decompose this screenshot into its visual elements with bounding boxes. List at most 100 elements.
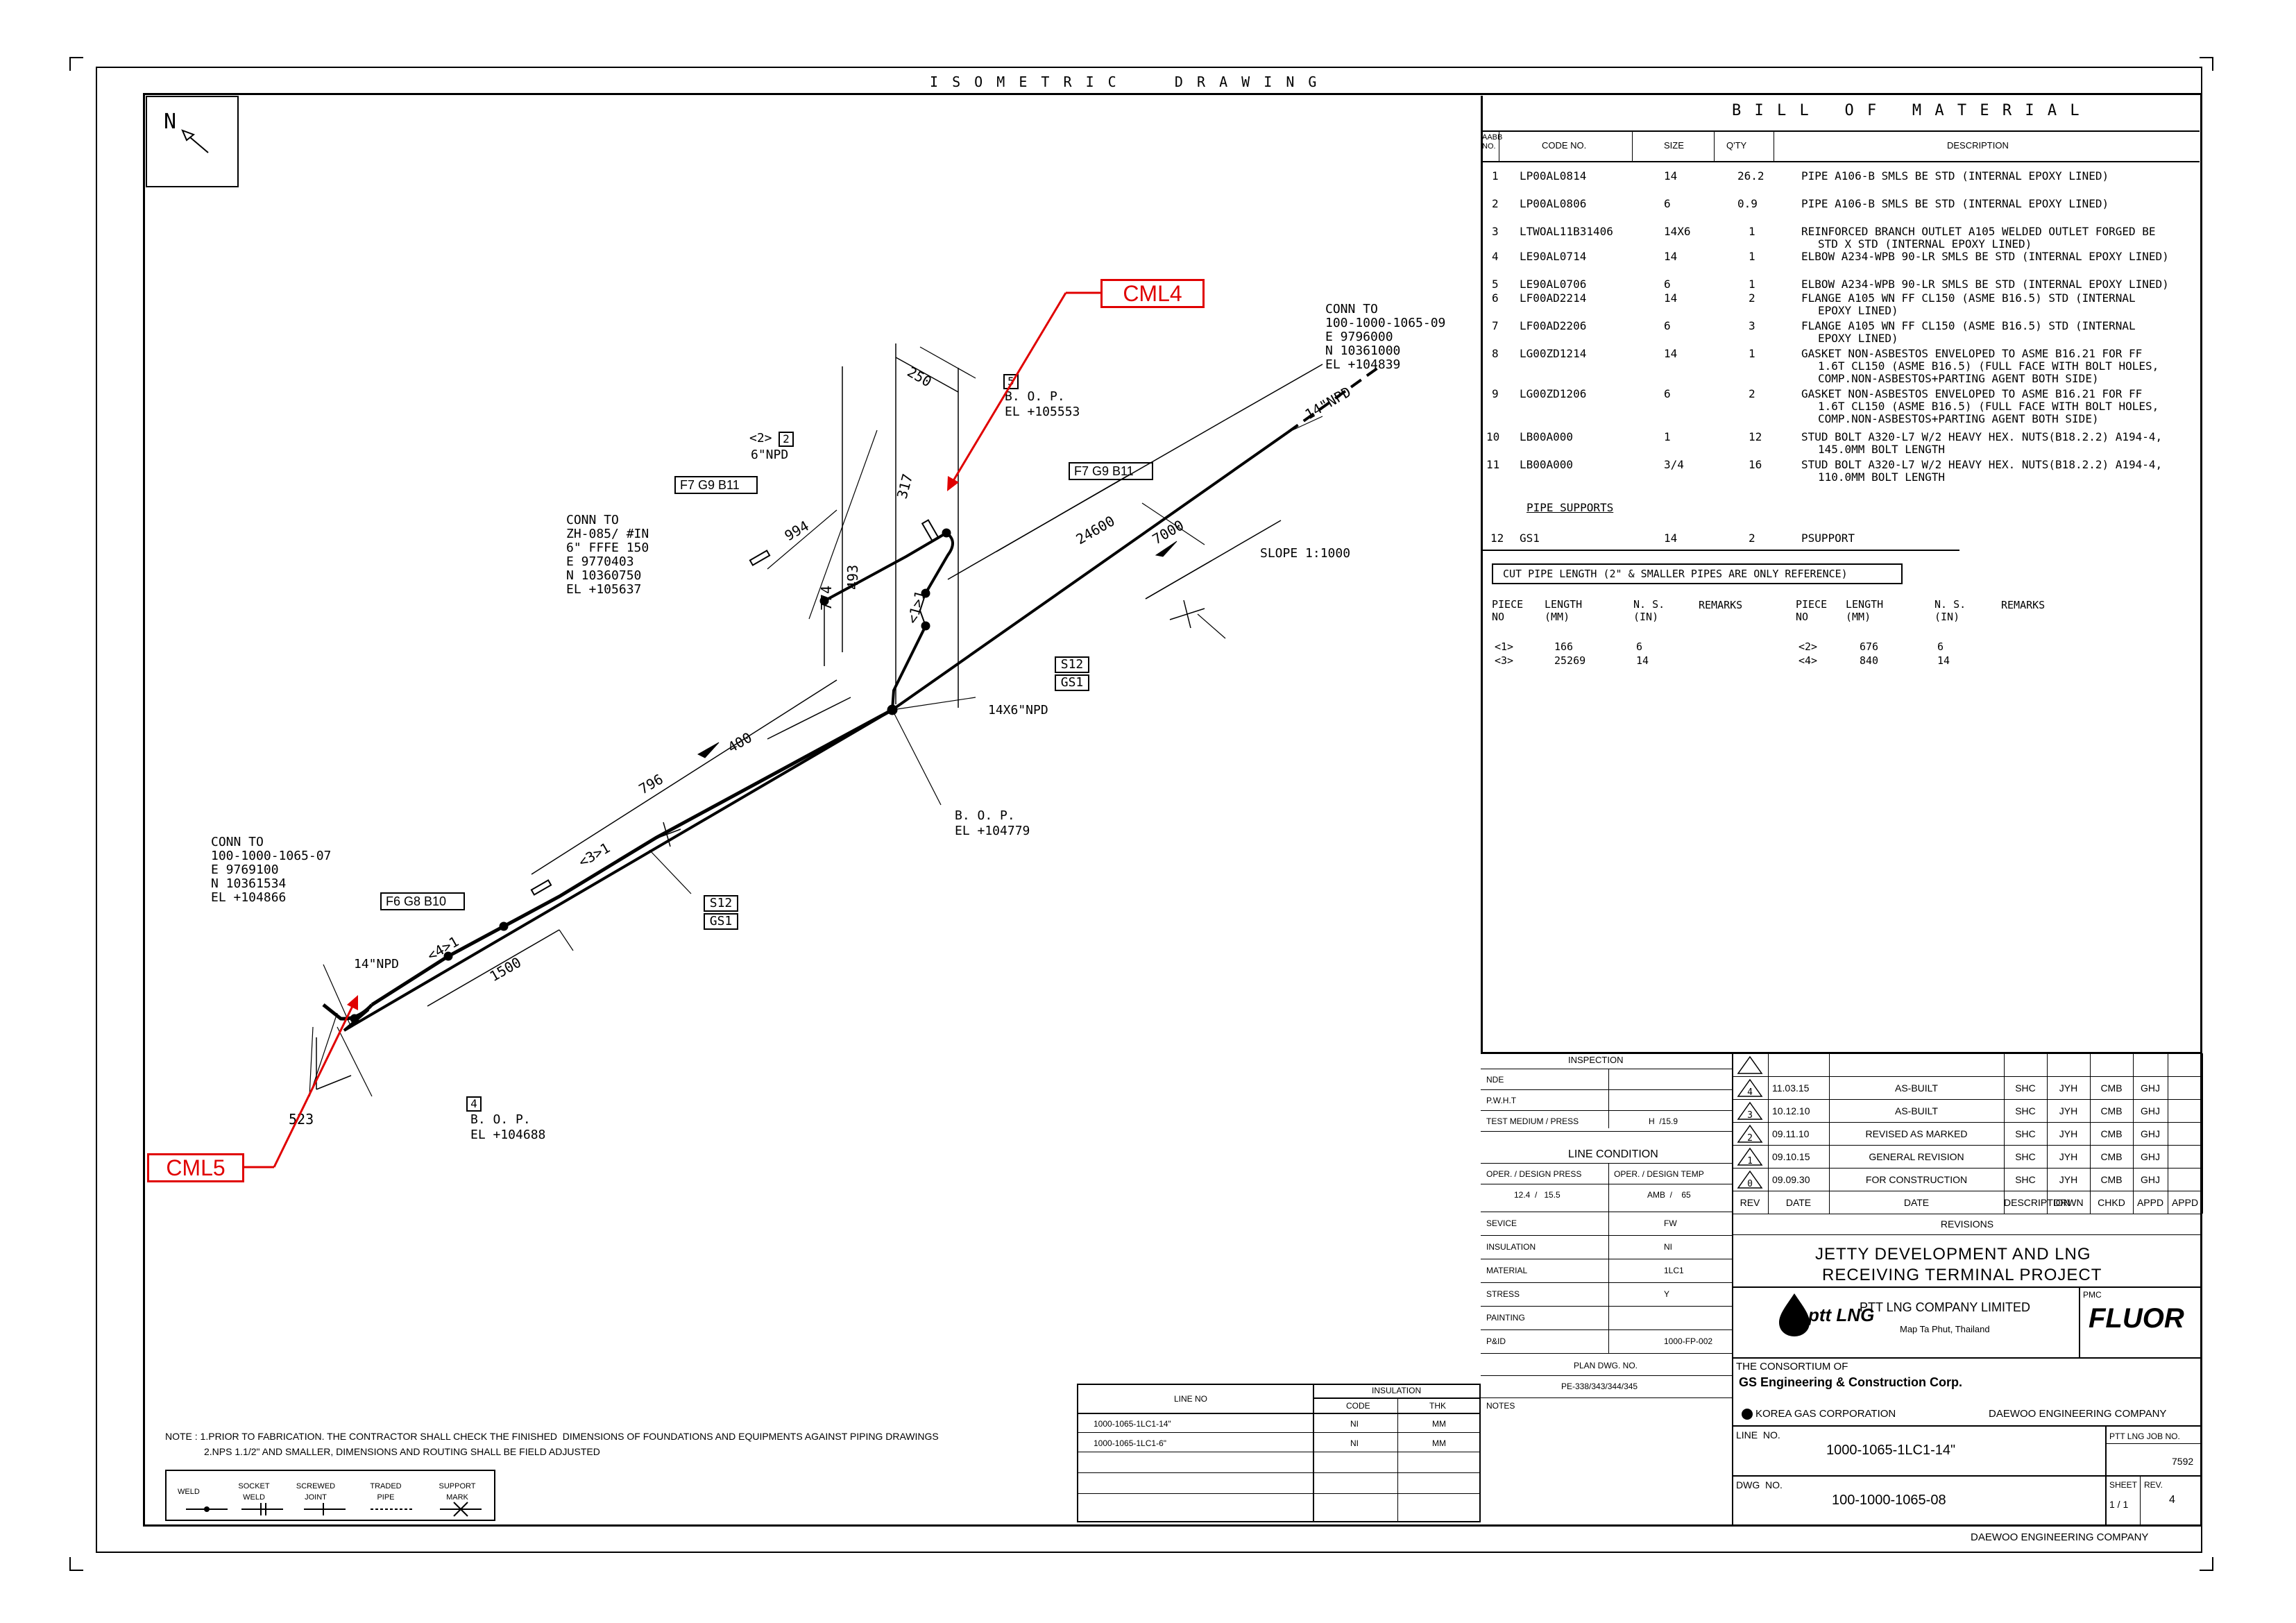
cut-hdr-rem-l: REMARKS [1699, 599, 1743, 611]
npd-6: 6"NPD [751, 448, 789, 462]
sheet-value: 1 / 1 [2109, 1499, 2129, 1510]
grid-line [1481, 1282, 1732, 1283]
bom-row-qty: 16 [1749, 458, 1762, 471]
inspection-value: H /15.9 [1649, 1116, 1678, 1126]
prop-label: MATERIAL [1486, 1266, 1528, 1275]
support-gs1-b: GS1 [704, 913, 738, 930]
gs-logo: GS Engineering & Construction Corp. [1739, 1375, 1963, 1389]
insulation-row-1-code: NI [1350, 1419, 1359, 1429]
cut-hdr-piece-r: PIECE NO [1796, 598, 1828, 623]
grid-line [2004, 1053, 2005, 1214]
insulation-thk-header: THK [1429, 1401, 1446, 1411]
revision-desc: GENERAL REVISION [1869, 1151, 1964, 1162]
bom-row-desc: 145.0MM BOLT LENGTH [1818, 443, 1946, 456]
dwg-no-value: 100-1000-1065-08 [1832, 1493, 1946, 1508]
cut-ns: 6 [1636, 640, 1643, 653]
revision-date: 09.10.15 [1772, 1151, 1810, 1162]
revision-desc: FOR CONSTRUCTION [1865, 1174, 1968, 1185]
ptt-logo-icon [1779, 1293, 1810, 1336]
grid-line [1732, 1234, 2202, 1235]
revision-appd: CMB [2100, 1151, 2123, 1162]
symbol-legend [165, 1470, 495, 1521]
cut-ns: 14 [1636, 654, 1649, 667]
support-row-desc: PSUPPORT [1801, 532, 1855, 545]
line-no-label: LINE NO. [1736, 1429, 1780, 1441]
company-location: Map Ta Phut, Thailand [1900, 1324, 1990, 1334]
revision-number: 0 [1747, 1179, 1753, 1189]
bom-row-qty: 3 [1749, 319, 1755, 332]
bom-row-no: 3 [1492, 225, 1499, 238]
north-arrow-icon [181, 129, 209, 153]
revision-number: 4 [1747, 1087, 1753, 1098]
insulation-header: INSULATION [1372, 1386, 1422, 1395]
project-line-1: JETTY DEVELOPMENT AND LNG [1815, 1245, 2091, 1264]
slope-label: SLOPE 1:1000 [1260, 546, 1351, 561]
bom-row-size: 14X6 [1664, 225, 1691, 238]
grid-line [1481, 1306, 1732, 1307]
corner-mark [2200, 57, 2213, 71]
kogas-label: KOREA GAS CORPORATION [1755, 1408, 1896, 1420]
consortium-label: THE CONSORTIUM OF [1736, 1361, 1848, 1373]
grid-line [1481, 1353, 1732, 1354]
bom-row-code: LG00ZD1206 [1520, 387, 1587, 400]
bom-row-no: 4 [1492, 250, 1499, 263]
bom-row-qty: 12 [1749, 430, 1762, 443]
prop-value: Y [1664, 1289, 1670, 1299]
press-header: OPER. / DESIGN PRESS [1486, 1169, 1582, 1179]
plan-dwg-value: PE-338/343/344/345 [1561, 1382, 1638, 1391]
support-row-code: GS1 [1520, 532, 1540, 545]
pmc-label: PMC [2083, 1290, 2102, 1300]
revision-date: 10.12.10 [1772, 1105, 1810, 1116]
insulation-table: LINE NO INSULATION CODE THK 1000-1065-1L… [1077, 1384, 1481, 1522]
dim-493: 493 [844, 565, 861, 590]
bom-row-desc: STUD BOLT A320-L7 W/2 HEAVY HEX. NUTS(B1… [1801, 430, 2163, 443]
corner-mark [69, 57, 83, 71]
bom-row-size: 6 [1664, 387, 1671, 400]
grid-line [1829, 1053, 1830, 1214]
bom-row-desc: REINFORCED BRANCH OUTLET A105 WELDED OUT… [1801, 225, 2156, 238]
daewoo-label: DAEWOO ENGINEERING COMPANY [1989, 1408, 2167, 1420]
legend-socket-weld: SOCKET WELD [238, 1482, 270, 1502]
fluor-logo: FLUOR [2089, 1303, 2184, 1334]
bom-row-desc: PIPE A106-B SMLS BE STD (INTERNAL EPOXY … [1801, 169, 2109, 182]
grid-line [1481, 1163, 1732, 1164]
bom-panel [1481, 96, 2202, 1053]
cut-hdr-ns-l: N. S. (IN) [1633, 598, 1665, 623]
revision-date: 09.11.10 [1772, 1128, 1810, 1139]
cut-hdr-piece-l: PIECE NO [1492, 598, 1524, 623]
grid-line [1481, 1089, 1732, 1090]
insulation-row-1-line: 1000-1065-1LC1-14" [1094, 1419, 1171, 1429]
grid-line [1608, 1163, 1609, 1353]
rev-value: 4 [2169, 1494, 2175, 1506]
inspection-label: TEST MEDIUM / PRESS [1486, 1116, 1579, 1126]
bom-hdr-qty: Q'TY [1726, 140, 1747, 151]
bom-row-code: LE90AL0714 [1520, 250, 1587, 263]
grid-line [1768, 1053, 1769, 1214]
bom-hdr-size: SIZE [1664, 140, 1684, 151]
bop1-number: 5 [1003, 374, 1019, 389]
legend-symbols [186, 1502, 482, 1517]
branch-pipe [891, 625, 927, 711]
revision-triangle-icon: 3 [1737, 1101, 1763, 1121]
bom-row-desc: STD X STD (INTERNAL EPOXY LINED) [1818, 237, 2032, 250]
bom-row-desc: 1.6T CL150 (ASME B16.5) (FULL FACE WITH … [1818, 359, 2159, 373]
bom-row-code: LB00A000 [1520, 430, 1574, 443]
bom-row-size: 6 [1664, 197, 1671, 210]
revision-date: 11.03.15 [1772, 1082, 1810, 1094]
inspection-title: INSPECTION [1568, 1055, 1624, 1065]
cut-ns: 14 [1937, 654, 1950, 667]
revision-header: DATE [1903, 1197, 1930, 1208]
revision-triangle-icon: 0 [1737, 1170, 1763, 1189]
pipe-supports-title: PIPE SUPPORTS [1527, 501, 1614, 514]
cut-length: 676 [1860, 640, 1879, 653]
north-arrow-box [146, 96, 239, 187]
flange-f7-right: F7 G9 B11 [1069, 462, 1153, 480]
bom-row-size: 14 [1664, 250, 1678, 263]
revision-triangle-icon: 1 [1737, 1147, 1763, 1166]
cut-hdr-ns-r: N. S. (IN) [1934, 598, 1966, 623]
bom-row-size: 6 [1664, 319, 1671, 332]
bom-row-no: 11 [1486, 458, 1500, 471]
revision-appd2: GHJ [2141, 1105, 2160, 1116]
revision-appd2: GHJ [2141, 1128, 2160, 1139]
prop-label: SEVICE [1486, 1218, 1517, 1228]
